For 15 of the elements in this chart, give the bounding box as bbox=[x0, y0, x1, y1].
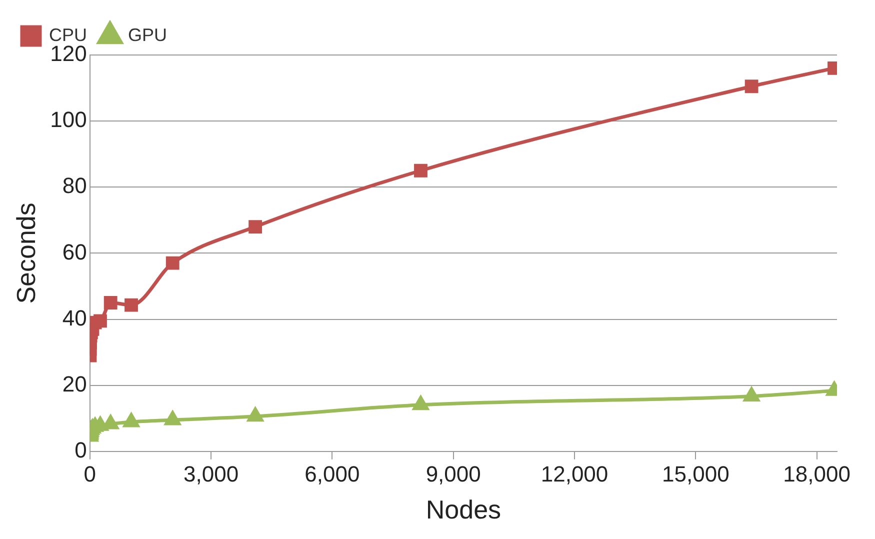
y-axis-title: Seconds bbox=[10, 202, 41, 304]
y-tick-label: 80 bbox=[62, 173, 87, 198]
y-tick-label: 0 bbox=[74, 437, 87, 462]
x-tick-label: 6,000 bbox=[304, 462, 360, 487]
y-tick-label: 20 bbox=[62, 371, 87, 396]
y-tick-label: 40 bbox=[62, 305, 87, 330]
x-axis-title: Nodes bbox=[426, 494, 502, 525]
y-tick-label: 100 bbox=[50, 107, 87, 132]
x-tick-label: 18,000 bbox=[783, 462, 850, 487]
y-tick-label: 60 bbox=[62, 239, 87, 264]
x-tick-label: 12,000 bbox=[540, 462, 608, 487]
legend-label: GPU bbox=[128, 24, 168, 45]
x-tick-label: 15,000 bbox=[662, 462, 730, 487]
x-tick-label: 3,000 bbox=[184, 462, 239, 487]
x-tick-label: 9,000 bbox=[426, 462, 481, 487]
